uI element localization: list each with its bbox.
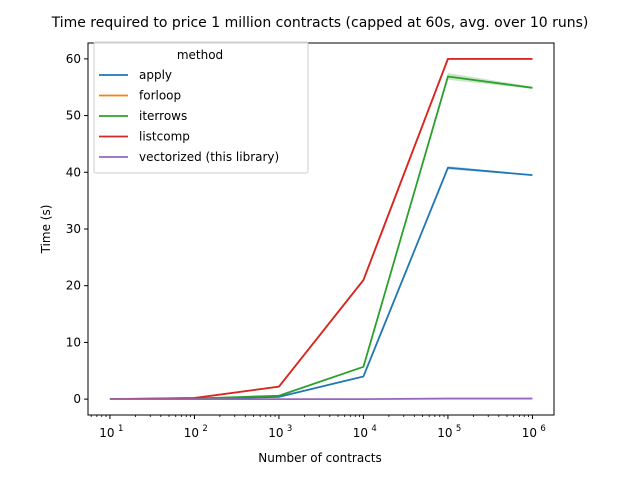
x-tick-label-3: 10 [353,426,368,440]
legend-label-3: listcomp [139,130,190,144]
x-axis-label: Number of contracts [258,451,382,465]
x-axis: 10 1 10 2 10 3 10 4 10 5 10 6 [90,415,546,440]
y-tick-label-2: 20 [66,279,81,293]
legend-item-4[interactable]: vectorized (this library) [99,150,279,164]
band-1 [109,166,533,400]
series-line-3 [109,57,533,401]
legend-label-1: forloop [139,89,181,103]
y-tick-label-1: 10 [66,335,81,349]
x-tick-label-4: 10 [437,426,452,440]
legend-item-2[interactable]: iterrows [99,109,187,123]
y-tick-label-0: 0 [73,392,81,406]
y-tick-label-3: 30 [66,222,81,236]
x-tick-label-0: 10 [99,426,114,440]
legend-box [93,41,309,174]
y-tick-label-6: 60 [66,52,81,66]
legend-label-2: iterrows [139,109,187,123]
y-tick-label-4: 40 [66,165,81,179]
legend-item-0[interactable]: apply [99,68,172,82]
legend[interactable]: method apply forloop iterrows listcomp vecto… [93,41,309,174]
x-tick-exponent-2: 3 [287,424,292,434]
x-tick-exponent-3: 4 [371,424,376,434]
legend-item-3[interactable]: listcomp [99,130,190,144]
legend-title: method [177,48,223,62]
chart-title: Time required to price 1 million contrac… [51,15,589,31]
x-tick-exponent-4: 5 [456,424,461,434]
series-line-4 [109,397,533,401]
x-tick-label-2: 10 [268,426,283,440]
series-line-0 [109,166,533,401]
legend-item-1[interactable]: forloop [99,89,181,103]
x-tick-exponent-5: 6 [540,424,545,434]
x-tick-exponent-1: 2 [202,424,207,434]
series-lines [109,57,533,401]
legend-label-4: vectorized (this library) [139,150,279,164]
x-tick-label-5: 10 [522,426,537,440]
x-tick-exponent-0: 1 [118,424,123,434]
legend-label-0: apply [139,68,172,82]
y-axis-label: Time (s) [39,205,53,255]
y-axis: 0 10 20 30 40 50 60 [66,52,88,406]
x-tick-label-1: 10 [184,426,199,440]
y-tick-label-5: 50 [66,109,81,123]
